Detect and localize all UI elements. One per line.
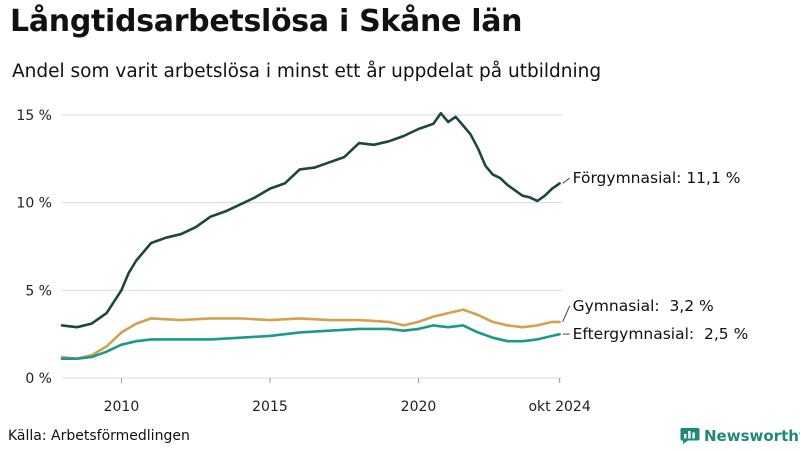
source-note: Källa: Arbetsförmedlingen [8, 428, 190, 444]
series-line-gymnasial [60, 308, 561, 360]
y-tick-label: 15 % [16, 108, 52, 124]
newsworthy-logo-icon [680, 428, 700, 444]
series-lines [60, 111, 561, 360]
grid-lines [62, 114, 562, 379]
y-tick-label: 10 % [16, 196, 52, 212]
x-tick-label: 2020 [401, 399, 437, 415]
brand-name: Newsworthy [704, 427, 800, 445]
y-tick-label: 5 % [25, 283, 52, 299]
series-label-gymnasial: Gymnasial: 3,2 % [573, 297, 714, 315]
series-label-eftergymnasial: Eftergymnasial: 2,5 % [573, 325, 749, 343]
label-connector [562, 177, 570, 184]
series-line-förgymnasial [60, 111, 561, 329]
x-tick-label: 2015 [252, 399, 288, 415]
x-tick-label: 2010 [104, 399, 140, 415]
y-tick-label: 0 % [25, 371, 52, 387]
series-line-eftergymnasial [60, 324, 561, 360]
x-tick-label: okt 2024 [528, 399, 590, 415]
series-end-labels: Förgymnasial: 11,1 % Gymnasial: 3,2 % Efte… [562, 169, 749, 343]
chart-title: Långtidsarbetslösa i Skåne län [10, 4, 523, 39]
series-label-förgymnasial: Förgymnasial: 11,1 % [573, 169, 741, 187]
axis-labels: 0 % 5 % 10 % 15 % 2010 2015 2020 okt 2024 [16, 108, 590, 415]
label-connector [562, 305, 571, 323]
brand-logo[interactable]: Newsworthy [680, 427, 800, 445]
chart-subtitle: Andel som varit arbetslösa i minst ett å… [12, 61, 602, 82]
line-chart: 0 % 5 % 10 % 15 % 2010 2015 2020 okt 2024 Förgy… [16, 108, 749, 415]
